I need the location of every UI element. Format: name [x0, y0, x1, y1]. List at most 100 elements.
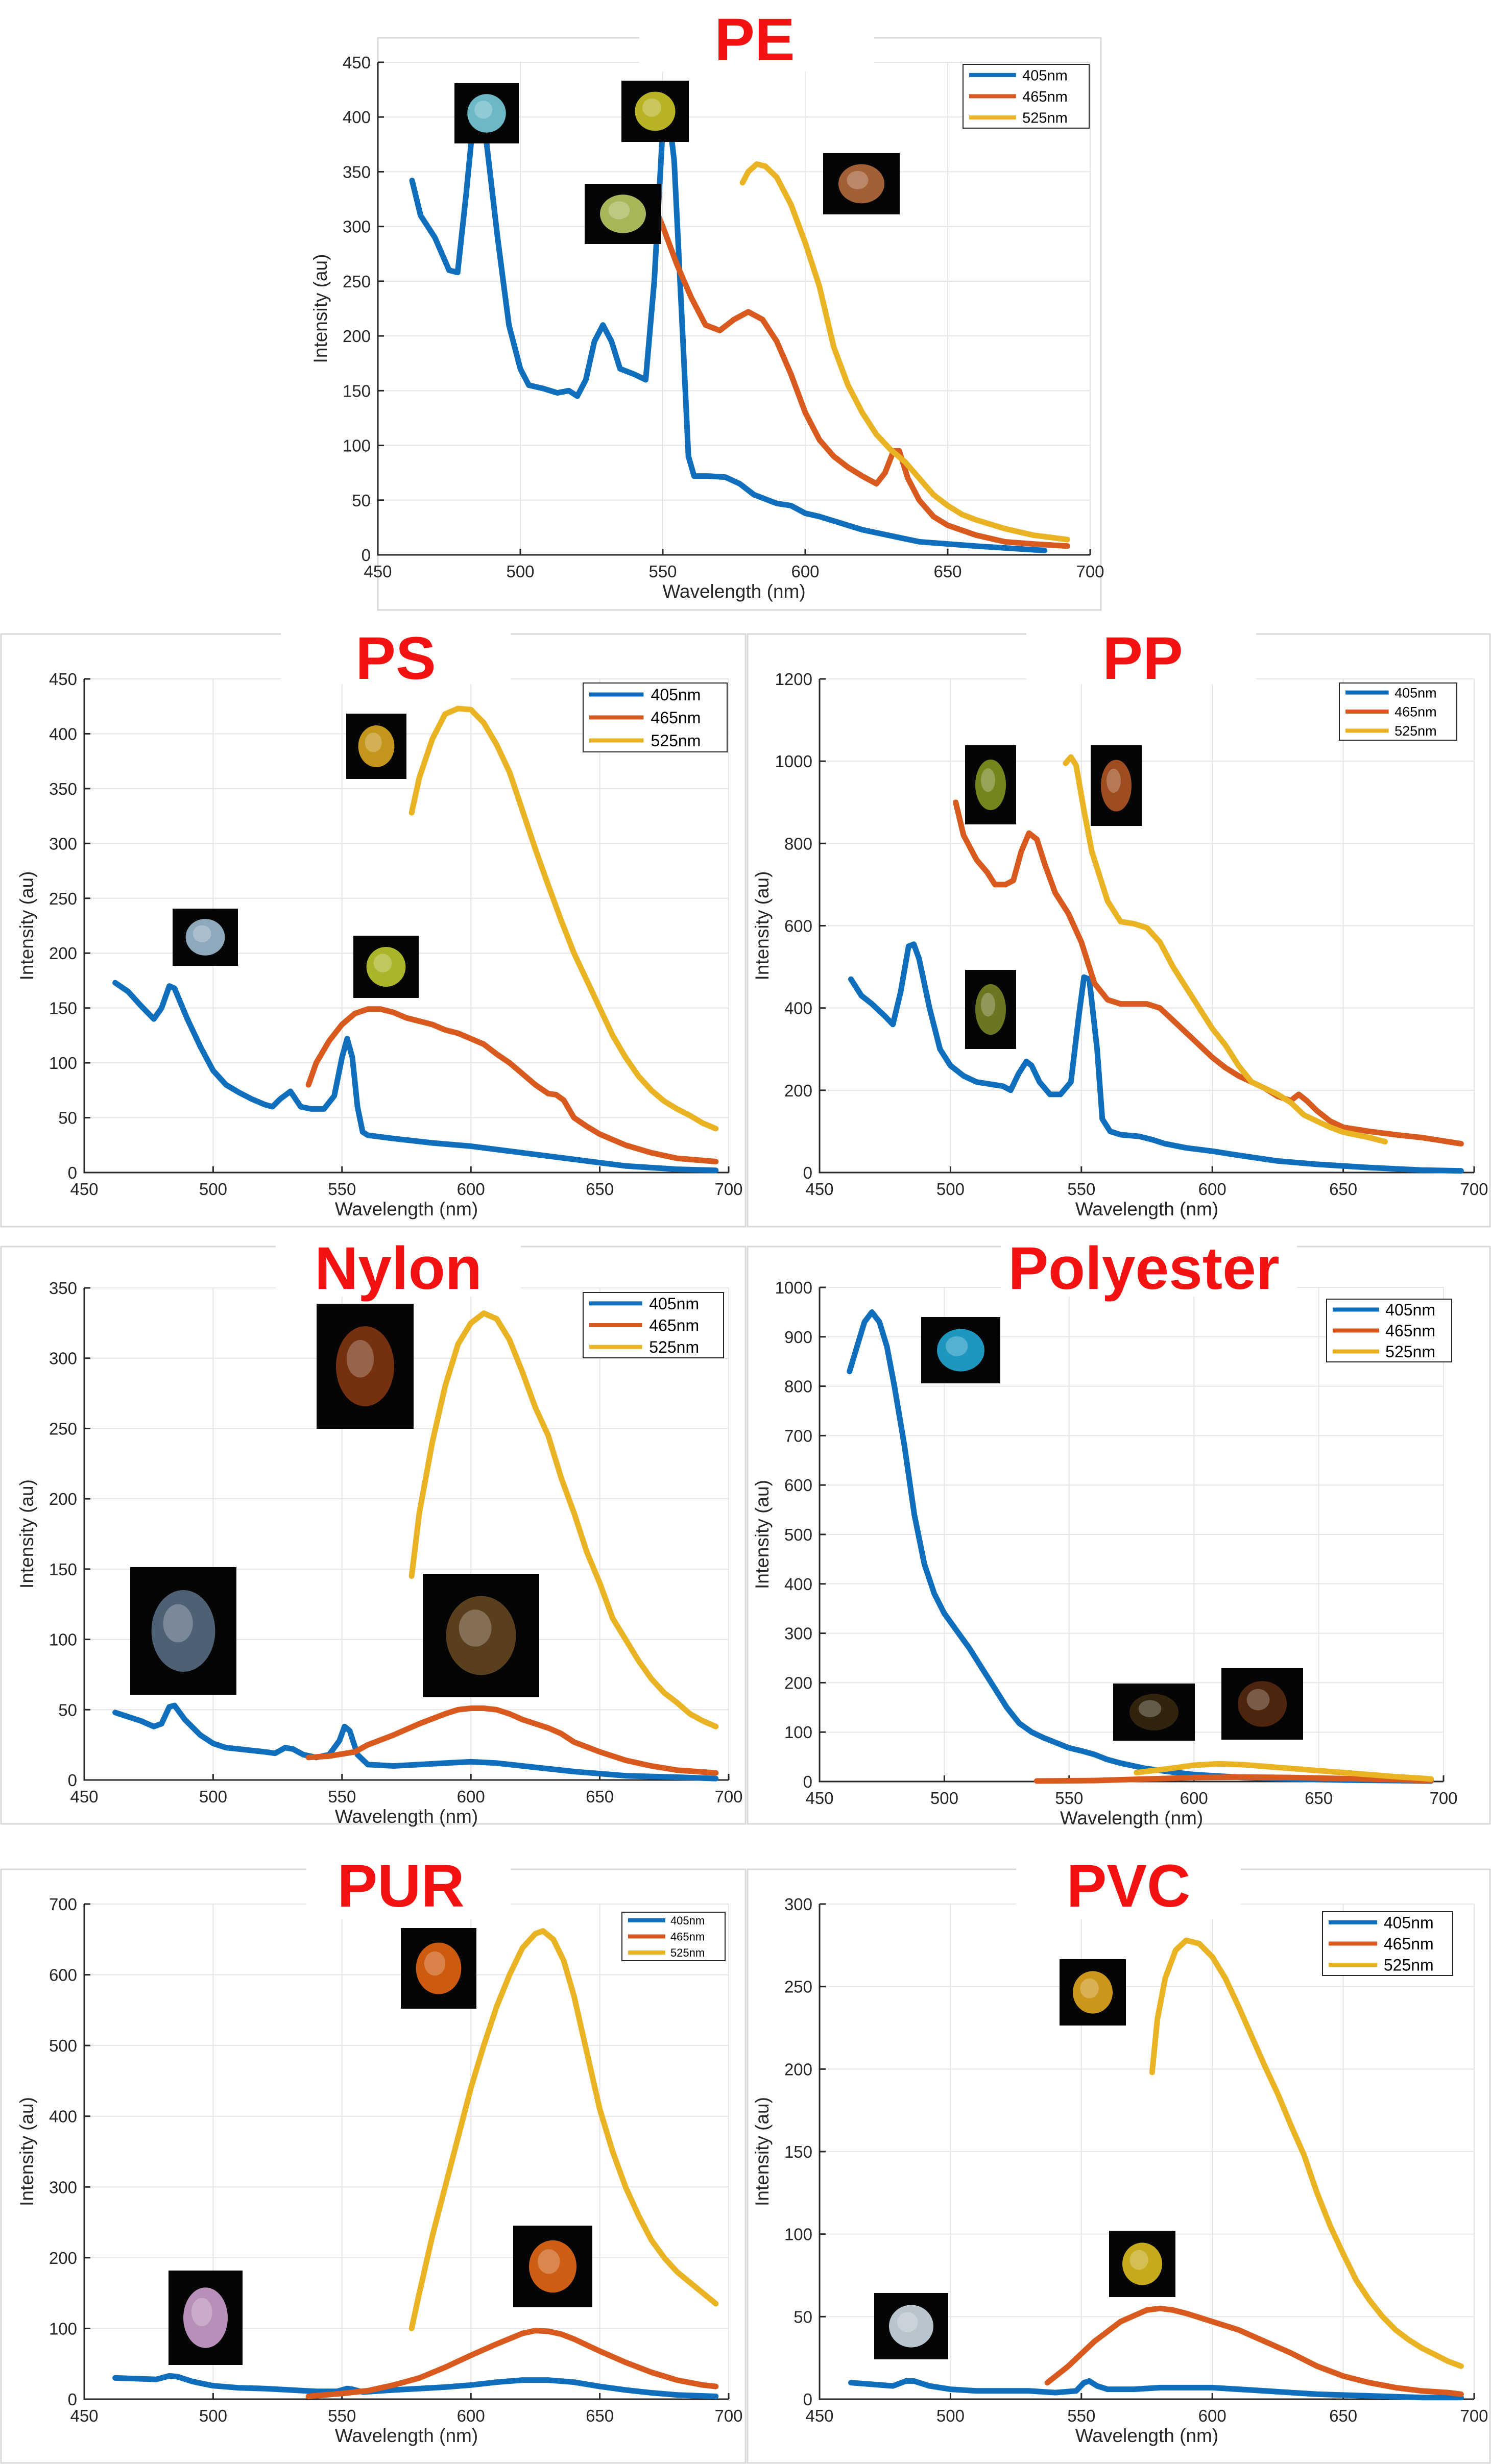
y-tick-label: 900 [784, 1328, 812, 1347]
sample-photo [454, 83, 519, 143]
chart-pur: 450 500 550 600 650 700 0 100 200 300 400 500 600 700… [0, 1852, 747, 2464]
y-tick-label: 50 [352, 491, 371, 510]
y-tick-label: 300 [49, 1349, 77, 1368]
series-line-525nm [1063, 754, 1388, 1145]
legend-label: 405nm [1384, 1913, 1434, 1932]
x-tick-label: 500 [199, 2406, 227, 2425]
x-tick-label: 600 [457, 2406, 485, 2425]
sample-photo [621, 81, 689, 142]
y-axis-label: Intensity (au) [16, 2097, 37, 2206]
x-axis-label: Wavelength (nm) [662, 581, 805, 602]
sample-photo [585, 184, 661, 244]
y-tick-label: 300 [343, 217, 371, 236]
legend-label: 465nm [649, 1316, 699, 1335]
legend-label: 405nm [1022, 67, 1068, 84]
x-tick-label: 500 [506, 562, 534, 581]
x-tick-label: 550 [1067, 2406, 1095, 2425]
series-line-525nm [739, 161, 1070, 543]
y-tick-label: 0 [68, 2390, 77, 2409]
y-tick-label: 350 [49, 1279, 77, 1298]
sample-photo [1113, 1684, 1195, 1741]
y-tick-label: 800 [784, 1377, 812, 1396]
y-tick-label: 1200 [775, 670, 812, 689]
chart-title: PS [355, 625, 436, 692]
series-line-465nm [1033, 1774, 1434, 1784]
series-line-465nm [626, 185, 1070, 549]
y-tick-label: 200 [343, 327, 371, 346]
y-tick-label: 450 [343, 53, 371, 72]
legend-label: 465nm [670, 1930, 705, 1943]
sample-photo [1060, 1959, 1126, 2026]
legend-label: 465nm [1385, 1322, 1435, 1340]
sample-photo [353, 936, 419, 998]
legend-label: 525nm [1385, 1343, 1435, 1361]
series-line-465nm [953, 799, 1464, 1147]
sample-photo [1221, 1668, 1303, 1740]
legend-label: 465nm [1384, 1935, 1434, 1953]
y-axis-label: Intensity (au) [752, 2097, 773, 2206]
y-tick-label: 150 [49, 999, 77, 1018]
title-backdrop [639, 20, 874, 71]
x-tick-label: 550 [328, 1787, 356, 1806]
y-tick-label: 800 [784, 834, 812, 853]
y-tick-label: 200 [49, 1490, 77, 1508]
y-tick-label: 100 [49, 2319, 77, 2338]
sample-photo [401, 1928, 476, 2009]
legend: 405nm 465nm 525nm [1326, 1299, 1452, 1362]
y-tick-label: 300 [49, 834, 77, 853]
y-tick-label: 100 [49, 1630, 77, 1649]
y-tick-label: 400 [49, 724, 77, 743]
chart-pe: 450 500 550 600 650 700 0 50 100 150 200 250 300 350 4… [310, 6, 1104, 611]
sample-photo [423, 1574, 539, 1697]
y-tick-label: 200 [784, 2060, 812, 2079]
x-tick-label: 450 [70, 2406, 98, 2425]
x-axis-label: Wavelength (nm) [1075, 2425, 1218, 2446]
x-tick-label: 450 [805, 1180, 833, 1199]
x-tick-label: 650 [586, 1787, 614, 1806]
x-tick-label: 500 [930, 1789, 958, 1808]
y-tick-label: 150 [784, 2142, 812, 2161]
y-tick-label: 100 [784, 2225, 812, 2244]
series-line-465nm [305, 1705, 719, 1776]
series-line-405nm [112, 1702, 719, 1782]
y-tick-label: 300 [784, 1895, 812, 1914]
y-tick-label: 200 [784, 1673, 812, 1692]
y-tick-label: 0 [68, 1163, 77, 1182]
legend: 405nm 465nm 525nm [1322, 1911, 1453, 1976]
x-tick-label: 650 [1329, 1180, 1357, 1199]
y-tick-label: 1000 [775, 752, 812, 771]
y-tick-label: 700 [49, 1895, 77, 1914]
y-tick-label: 100 [343, 436, 371, 455]
legend: 405nm 465nm 525nm [583, 1292, 724, 1358]
y-tick-label: 100 [784, 1723, 812, 1742]
x-tick-label: 650 [586, 2406, 614, 2425]
sample-photo [169, 2271, 243, 2365]
y-tick-label: 1000 [775, 1278, 812, 1297]
series-line-405nm [112, 980, 719, 1174]
title-backdrop [276, 1246, 521, 1297]
x-tick-label: 650 [933, 562, 961, 581]
x-tick-label: 500 [936, 2406, 965, 2425]
y-tick-label: 400 [343, 108, 371, 127]
y-tick-label: 250 [784, 1978, 812, 1996]
y-tick-label: 700 [784, 1426, 812, 1445]
chart-pvc: 450 500 550 600 650 700 0 50 100 150 200 250 300 Wave… [747, 1852, 1491, 2464]
x-tick-label: 600 [457, 1787, 485, 1806]
y-tick-label: 300 [49, 2178, 77, 2197]
x-tick-label: 450 [805, 1789, 833, 1808]
chart-title: PVC [1067, 1852, 1191, 1920]
x-tick-label: 500 [936, 1180, 965, 1199]
x-tick-label: 450 [364, 562, 392, 581]
series-line-525nm [408, 1310, 719, 1729]
series-line-405nm [847, 1309, 1434, 1784]
legend-label: 465nm [651, 709, 701, 727]
x-tick-label: 500 [199, 1180, 227, 1199]
y-tick-label: 600 [784, 917, 812, 936]
y-tick-label: 500 [49, 2036, 77, 2055]
series-line-525nm [408, 705, 719, 1132]
legend-label: 405nm [1385, 1301, 1435, 1319]
x-tick-label: 600 [457, 1180, 485, 1199]
sample-photo [874, 2293, 948, 2359]
y-tick-label: 300 [784, 1624, 812, 1643]
chart-nylon: 450 500 550 600 650 700 0 50 100 150 200 250 300 350 W… [0, 1235, 747, 1827]
